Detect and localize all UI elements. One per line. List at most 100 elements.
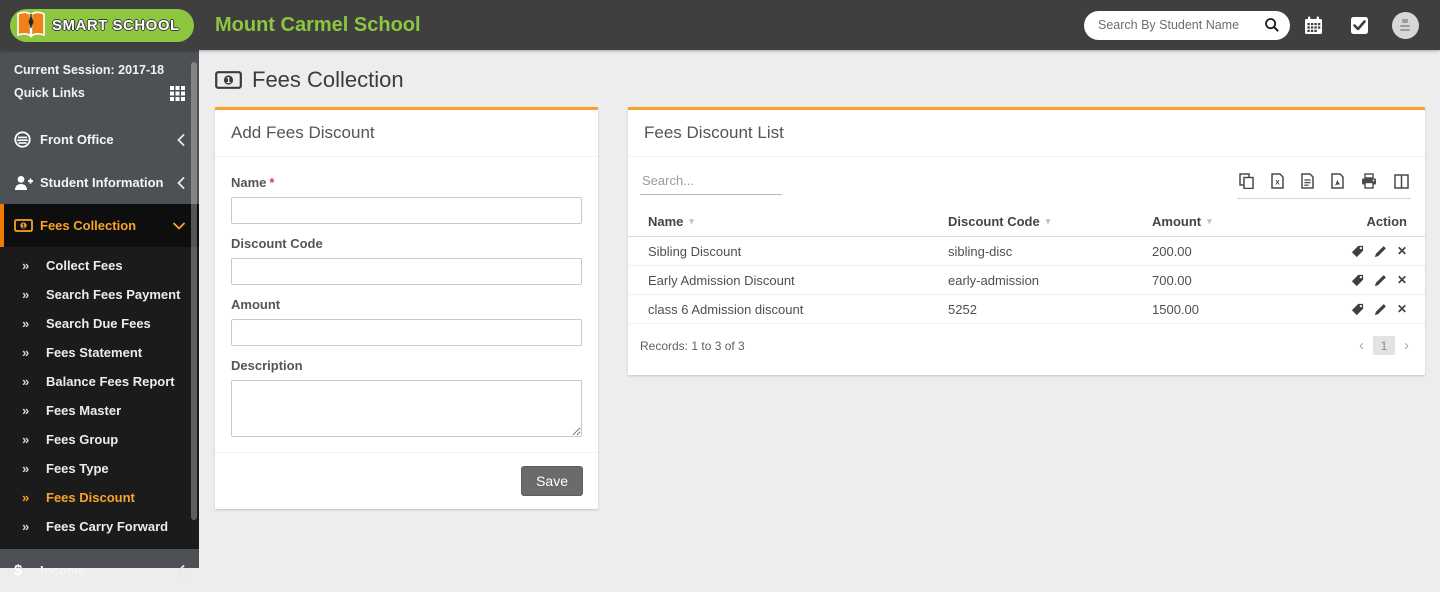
double-angle-icon: » — [22, 519, 30, 534]
submenu-item-collect-fees[interactable]: » Collect Fees — [0, 251, 199, 280]
submenu-item-label: Collect Fees — [46, 258, 123, 273]
column-header-discount-code[interactable]: Discount Code ▾ — [948, 214, 1051, 229]
table-row: Early Admission Discount early-admission… — [628, 266, 1425, 295]
table-row: Sibling Discount sibling-disc 200.00 ✕ — [628, 237, 1425, 266]
amount-field[interactable] — [231, 319, 582, 346]
sidebar: Current Session: 2017-18 Quick Links Fro… — [0, 50, 199, 579]
money-icon: 1 — [215, 71, 242, 89]
edit-pencil-icon[interactable] — [1374, 274, 1387, 287]
brand-logo[interactable]: SMART SCHOOL — [0, 8, 199, 42]
excel-export-icon[interactable]: x — [1271, 173, 1284, 189]
cell-amount: 700.00 — [1152, 272, 1192, 288]
cell-discount-code: sibling-disc — [948, 243, 1013, 259]
form-footer: Save — [215, 452, 598, 509]
chevron-left-icon — [177, 133, 185, 146]
sidebar-scrollbar[interactable] — [191, 62, 197, 520]
list-toolbar: x — [628, 157, 1425, 199]
grid-icon — [170, 85, 185, 101]
svg-text:x: x — [1275, 178, 1280, 187]
quick-links[interactable]: Quick Links — [14, 80, 185, 106]
submenu-item-fees-discount[interactable]: » Fees Discount — [0, 483, 199, 512]
money-icon: 1 — [14, 219, 40, 232]
dollar-icon: $ — [14, 562, 23, 579]
book-icon — [14, 9, 48, 41]
discount-code-label: Discount Code — [231, 236, 323, 251]
tasks-check-icon[interactable] — [1336, 16, 1382, 35]
chevron-left-icon — [177, 176, 185, 189]
svg-text:1: 1 — [22, 223, 26, 230]
page-next-icon[interactable]: › — [1404, 337, 1409, 354]
name-label: Name * — [231, 175, 275, 190]
svg-text:1: 1 — [226, 75, 231, 85]
submenu-item-search-fees-payment[interactable]: » Search Fees Payment — [0, 280, 199, 309]
description-field[interactable] — [231, 380, 582, 437]
school-name: Mount Carmel School — [215, 13, 421, 36]
fees-discount-list-card: Fees Discount List x — [628, 107, 1425, 375]
sort-caret-icon: ▾ — [1207, 216, 1212, 226]
quick-links-label: Quick Links — [14, 86, 85, 100]
table-search-input[interactable] — [640, 169, 782, 195]
row-actions: ✕ — [1351, 273, 1407, 287]
save-button[interactable]: Save — [521, 466, 583, 496]
calendar-icon[interactable] — [1290, 16, 1336, 35]
page-prev-icon[interactable]: ‹ — [1359, 337, 1364, 354]
submenu-item-fees-group[interactable]: » Fees Group — [0, 425, 199, 454]
double-angle-icon: » — [22, 287, 30, 302]
user-plus-icon — [14, 175, 40, 191]
assign-tag-icon[interactable] — [1351, 303, 1364, 316]
search-icon[interactable] — [1264, 17, 1280, 33]
delete-x-icon[interactable]: ✕ — [1396, 302, 1407, 316]
list-footer: Records: 1 to 3 of 3 ‹ 1 › — [628, 324, 1425, 375]
form-card-title: Add Fees Discount — [215, 110, 598, 157]
edit-pencil-icon[interactable] — [1374, 303, 1387, 316]
page-number[interactable]: 1 — [1373, 336, 1395, 355]
sidebar-item-label: Fees Collection — [40, 218, 137, 233]
column-header-amount[interactable]: Amount ▾ — [1152, 214, 1212, 229]
copy-icon[interactable] — [1239, 173, 1254, 189]
sort-caret-icon: ▾ — [1045, 216, 1051, 226]
sidebar-item-front-office[interactable]: Front Office — [0, 118, 199, 161]
csv-export-icon[interactable] — [1301, 173, 1314, 189]
student-search-input[interactable] — [1098, 18, 1264, 32]
discount-code-field[interactable] — [231, 258, 582, 285]
top-header: SMART SCHOOL Mount Carmel School — [0, 0, 1440, 50]
edit-pencil-icon[interactable] — [1374, 245, 1387, 258]
avatar-image — [1391, 11, 1419, 39]
double-angle-icon: » — [22, 403, 30, 418]
logo-text: SMART SCHOOL — [52, 16, 180, 34]
double-angle-icon: » — [22, 461, 30, 476]
submenu-item-fees-carry-forward[interactable]: » Fees Carry Forward — [0, 512, 199, 541]
session-block: Current Session: 2017-18 Quick Links — [0, 50, 199, 112]
double-angle-icon: » — [22, 258, 30, 273]
submenu-item-label: Search Due Fees — [46, 316, 151, 331]
column-visibility-icon[interactable] — [1394, 173, 1409, 189]
column-header-name[interactable]: Name ▾ — [648, 214, 694, 229]
submenu-item-label: Fees Group — [46, 432, 119, 447]
table-row: class 6 Admission discount 5252 1500.00 … — [628, 295, 1425, 324]
delete-x-icon[interactable]: ✕ — [1396, 244, 1407, 258]
sidebar-item-student-information[interactable]: Student Information — [0, 161, 199, 204]
sidebar-menu: Front Office Student Information 1 Fees … — [0, 118, 199, 592]
assign-tag-icon[interactable] — [1351, 274, 1364, 287]
required-asterisk: * — [269, 175, 275, 190]
submenu-item-search-due-fees[interactable]: » Search Due Fees — [0, 309, 199, 338]
assign-tag-icon[interactable] — [1351, 245, 1364, 258]
delete-x-icon[interactable]: ✕ — [1396, 273, 1407, 287]
sidebar-item-income[interactable]: $ Income — [0, 549, 199, 592]
sidebar-item-label: Income — [40, 563, 86, 578]
fees-collection-submenu: » Collect Fees » Search Fees Payment » Sear… — [0, 247, 199, 549]
pagination: ‹ 1 › — [1359, 336, 1409, 355]
submenu-item-fees-statement[interactable]: » Fees Statement — [0, 338, 199, 367]
front-office-icon — [14, 131, 40, 148]
submenu-item-label: Fees Statement — [46, 345, 143, 360]
name-field[interactable] — [231, 197, 582, 224]
submenu-item-fees-master[interactable]: » Fees Master — [0, 396, 199, 425]
sidebar-item-fees-collection[interactable]: 1 Fees Collection — [0, 204, 199, 247]
list-card-title: Fees Discount List — [628, 110, 1425, 157]
pdf-export-icon[interactable] — [1331, 173, 1344, 189]
print-icon[interactable] — [1361, 173, 1377, 189]
submenu-item-fees-type[interactable]: » Fees Type — [0, 454, 199, 483]
submenu-item-balance-fees-report[interactable]: » Balance Fees Report — [0, 367, 199, 396]
submenu-item-label: Balance Fees Report — [46, 374, 175, 389]
user-avatar[interactable] — [1382, 11, 1428, 39]
